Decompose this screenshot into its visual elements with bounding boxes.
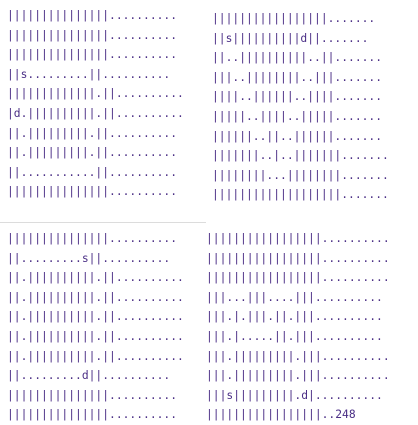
maze-row: ||.|||||||||.||.......... [7,126,178,140]
maze-row: ||.||||||||||.||.......... [7,329,184,343]
maze-row: ||||||..||..||||||....... [212,129,383,143]
maze-row: |||||||||||||||||||....... [212,188,389,202]
maze-row: ||...........||.......... [7,165,178,179]
maze-row: ||||||||...||||||||....... [212,168,389,182]
maze-row: |||.|||||||||.|||.......... [206,369,390,383]
maze-row: ||s||||||||||d||....... [212,31,369,45]
maze-row: ||.||||||||||.||.......... [7,290,184,304]
maze-row: ||.|||||||||.||.......... [7,146,178,160]
maze-panel-top-right: |||||||||||||||||....... ||s||||||||||d|… [212,9,389,205]
maze-row: |||.|||||||||.|||.......... [206,349,390,363]
maze-row: |||||||||||||||.......... [7,28,178,42]
maze-row: |||s|||||||||.d|.......... [206,388,383,402]
maze-row: ||..||||||||||..||....... [212,51,383,65]
maze-row: |||||||||||||||.......... [7,48,178,62]
maze-row: |d.||||||||||.||.......... [7,106,184,120]
maze-row: |||||||||||||||||.......... [206,232,390,245]
maze-row: |||||||||||||.||.......... [7,87,184,101]
maze-row: |||.|.|||.||.|||.......... [206,310,383,324]
maze-panel-bottom-right: |||||||||||||||||.......... ||||||||||||… [206,229,390,425]
maze-row: ||.........s||.......... [7,251,171,265]
maze-row: ||||..||||||..||||....... [212,90,383,104]
maze-row: ||.||||||||||.||.......... [7,271,184,285]
maze-row: |||||||||||||||.......... [7,232,178,245]
maze-row: |||||||||||||||.......... [7,408,178,422]
maze-row: |||||||||||||||.......... [7,9,178,22]
maze-row: ||.........d||.......... [7,369,171,383]
maze-row: ||.||||||||||.||.......... [7,310,184,324]
maze-row: |||||..||||..|||||....... [212,109,383,123]
maze-row: |||||||||||||||.......... [7,388,178,402]
maze-row: |||||||||||||||||.......... [206,271,390,285]
maze-row: |||||||||||||||||.......... [206,251,390,265]
maze-row: |||||||||||||||||....... [212,12,376,25]
maze-row: |||||||||||||||.......... [7,185,178,199]
maze-row: |||||||||||||||||..248 [206,408,356,422]
maze-row: ||.||||||||||.||.......... [7,349,184,363]
maze-row: ||s.........||.......... [7,67,171,81]
maze-row: |||..||||||||..|||....... [212,70,383,84]
maze-row: |||||||..|..|||||||....... [212,149,389,163]
maze-panel-top-left: |||||||||||||||.......... ||||||||||||||… [7,6,184,202]
maze-panel-bottom-left: |||||||||||||||.......... ||.........s||… [7,229,184,425]
panel-divider [0,222,206,223]
maze-row: |||...|||....|||.......... [206,290,383,304]
maze-row: |||.|.....||.|||.......... [206,329,383,343]
